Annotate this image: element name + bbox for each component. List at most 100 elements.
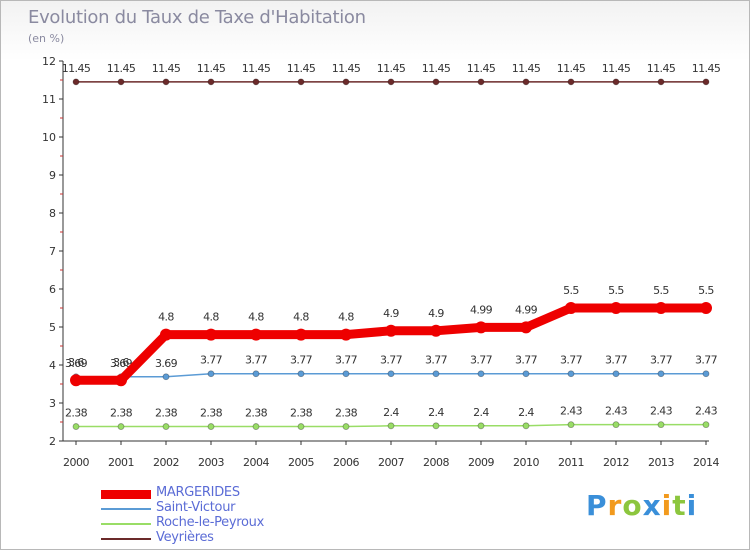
data-label-margerides: 4.9 bbox=[383, 307, 399, 320]
data-label-saint-victour: 3.77 bbox=[605, 354, 628, 367]
x-tick-label: 2008 bbox=[423, 456, 449, 469]
logo-letter: i bbox=[661, 489, 673, 522]
data-label-saint-victour: 3.69 bbox=[65, 357, 88, 370]
data-point-veyri-res bbox=[522, 78, 530, 86]
data-point-roche-le-peyroux bbox=[387, 422, 395, 430]
data-label-roche-le-peyroux: 2.43 bbox=[650, 405, 673, 418]
y-tick-label: 4 bbox=[49, 359, 56, 372]
data-point-margerides bbox=[610, 302, 622, 314]
data-label-saint-victour: 3.77 bbox=[290, 354, 313, 367]
data-label-veyri-res: 11.45 bbox=[242, 62, 271, 75]
legend-swatch bbox=[101, 523, 151, 525]
legend-swatch bbox=[101, 508, 151, 510]
data-label-veyri-res: 11.45 bbox=[512, 62, 541, 75]
data-point-roche-le-peyroux bbox=[117, 423, 125, 430]
y-tick-label: 10 bbox=[42, 131, 56, 144]
data-label-veyri-res: 11.45 bbox=[557, 62, 586, 75]
data-point-saint-victour bbox=[477, 370, 485, 378]
data-point-margerides bbox=[205, 328, 217, 341]
x-tick-label: 2006 bbox=[333, 456, 359, 469]
data-point-roche-le-peyroux bbox=[612, 421, 620, 429]
y-tick-label: 9 bbox=[49, 169, 56, 182]
y-tick-label: 5 bbox=[49, 321, 56, 334]
data-point-saint-victour bbox=[252, 370, 260, 378]
x-tick-label: 2011 bbox=[558, 456, 584, 469]
data-point-veyri-res bbox=[342, 78, 350, 86]
data-label-roche-le-peyroux: 2.38 bbox=[335, 407, 358, 420]
unit-label: (en %) bbox=[28, 32, 65, 45]
data-label-roche-le-peyroux: 2.43 bbox=[695, 405, 718, 418]
data-point-saint-victour bbox=[297, 370, 305, 378]
legend-label: Saint-Victour bbox=[156, 500, 236, 515]
x-tick-label: 2007 bbox=[378, 456, 404, 469]
data-label-saint-victour: 3.77 bbox=[380, 354, 403, 367]
data-label-roche-le-peyroux: 2.4 bbox=[518, 406, 534, 419]
x-tick-label: 2013 bbox=[648, 456, 674, 469]
data-point-roche-le-peyroux bbox=[342, 423, 350, 430]
data-label-veyri-res: 11.45 bbox=[152, 62, 181, 75]
data-point-roche-le-peyroux bbox=[477, 422, 485, 430]
x-tick-label: 2003 bbox=[198, 456, 224, 469]
data-label-veyri-res: 11.45 bbox=[62, 62, 91, 75]
data-label-margerides: 4.9 bbox=[428, 307, 444, 320]
data-point-margerides bbox=[250, 328, 262, 341]
data-point-veyri-res bbox=[162, 78, 170, 86]
x-tick-label: 2010 bbox=[513, 456, 539, 469]
y-tick-label: 8 bbox=[49, 207, 56, 220]
data-point-margerides bbox=[475, 321, 487, 334]
data-label-saint-victour: 3.77 bbox=[470, 354, 493, 367]
data-label-saint-victour: 3.77 bbox=[560, 354, 583, 367]
logo-letter: t bbox=[672, 489, 687, 522]
data-point-veyri-res bbox=[117, 78, 125, 86]
x-tick-label: 2005 bbox=[288, 456, 314, 469]
data-point-margerides bbox=[115, 374, 127, 387]
x-tick-label: 2001 bbox=[108, 456, 134, 469]
data-point-margerides bbox=[565, 302, 577, 314]
data-label-saint-victour: 3.69 bbox=[155, 357, 178, 370]
data-point-veyri-res bbox=[657, 78, 665, 86]
legend-swatch bbox=[101, 490, 151, 499]
data-label-saint-victour: 3.69 bbox=[110, 357, 133, 370]
data-label-veyri-res: 11.45 bbox=[197, 62, 226, 75]
data-label-margerides: 4.99 bbox=[515, 303, 538, 316]
data-point-roche-le-peyroux bbox=[432, 422, 440, 430]
data-point-margerides bbox=[340, 328, 352, 341]
data-label-margerides: 3.6 bbox=[113, 356, 129, 369]
data-point-roche-le-peyroux bbox=[297, 423, 305, 430]
data-point-margerides bbox=[700, 302, 712, 314]
data-point-margerides bbox=[70, 374, 82, 387]
data-point-roche-le-peyroux bbox=[702, 421, 710, 429]
data-point-saint-victour bbox=[522, 370, 530, 378]
data-point-roche-le-peyroux bbox=[162, 423, 170, 430]
data-point-veyri-res bbox=[432, 78, 440, 86]
data-label-roche-le-peyroux: 2.4 bbox=[473, 406, 489, 419]
data-point-veyri-res bbox=[612, 78, 620, 86]
data-label-saint-victour: 3.77 bbox=[335, 354, 358, 367]
data-point-margerides bbox=[385, 324, 397, 337]
data-label-margerides: 4.8 bbox=[158, 311, 174, 324]
data-label-veyri-res: 11.45 bbox=[602, 62, 631, 75]
data-point-veyri-res bbox=[477, 78, 485, 86]
x-tick-label: 2002 bbox=[153, 456, 179, 469]
data-label-margerides: 4.8 bbox=[248, 311, 264, 324]
data-point-saint-victour bbox=[342, 370, 350, 378]
legend-label: Roche-le-Peyroux bbox=[156, 515, 264, 530]
data-point-roche-le-peyroux bbox=[72, 423, 80, 430]
data-label-margerides: 4.8 bbox=[203, 311, 219, 324]
data-point-saint-victour bbox=[702, 370, 710, 378]
page-title: Evolution du Taux de Taxe d'Habitation bbox=[28, 7, 366, 28]
data-label-veyri-res: 11.45 bbox=[377, 62, 406, 75]
data-label-roche-le-peyroux: 2.38 bbox=[290, 407, 313, 420]
data-point-saint-victour bbox=[207, 370, 215, 378]
logo-letter: o bbox=[622, 489, 643, 522]
data-label-margerides: 5.5 bbox=[608, 284, 624, 297]
data-label-roche-le-peyroux: 2.38 bbox=[245, 407, 268, 420]
y-tick-label: 7 bbox=[49, 245, 56, 258]
logo-letter: r bbox=[607, 489, 623, 522]
data-label-roche-le-peyroux: 2.43 bbox=[605, 405, 628, 418]
data-label-roche-le-peyroux: 2.38 bbox=[110, 407, 133, 420]
data-point-saint-victour bbox=[567, 370, 575, 378]
data-point-roche-le-peyroux bbox=[207, 423, 215, 430]
